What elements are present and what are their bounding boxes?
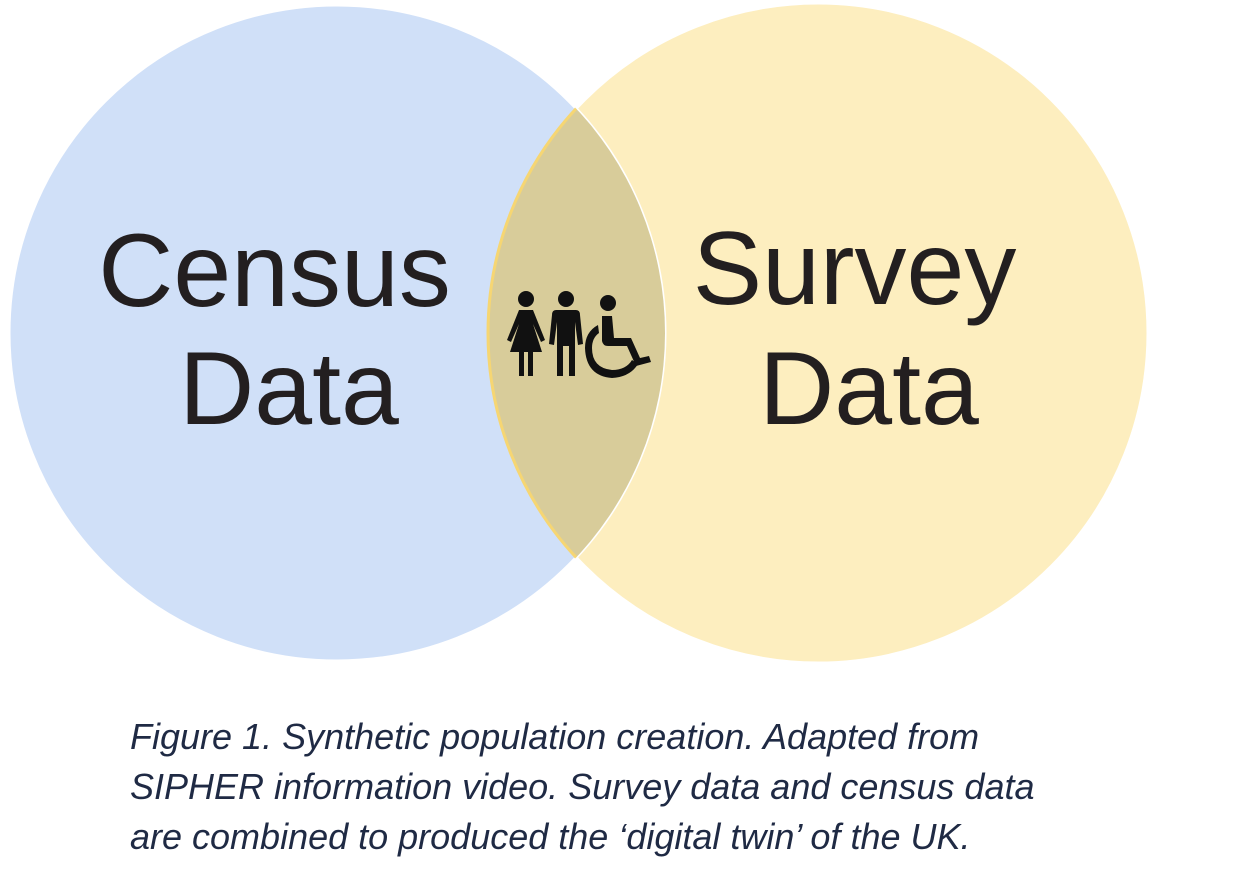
figure-caption: Figure 1. Synthetic population creation.… — [130, 712, 1190, 862]
man-icon — [549, 291, 583, 376]
survey-label-line1: Survey — [693, 211, 1017, 327]
people-icons — [507, 291, 651, 378]
venn-diagram: Census Data Survey Data — [7, 1, 1150, 665]
woman-icon — [507, 291, 545, 376]
wheelchair-user-icon — [585, 295, 651, 378]
survey-data-label: Survey Data — [693, 211, 1046, 447]
caption-line-1: Figure 1. Synthetic population creation.… — [130, 716, 980, 757]
caption-line-2: SIPHER information video. Survey data an… — [130, 766, 1035, 807]
census-label-line1: Census — [98, 213, 451, 329]
caption-line-3: are combined to produced the ‘digital tw… — [130, 816, 971, 857]
survey-label-line2: Data — [759, 331, 979, 447]
census-label-line2: Data — [179, 331, 399, 447]
census-data-label: Census Data — [98, 213, 480, 447]
